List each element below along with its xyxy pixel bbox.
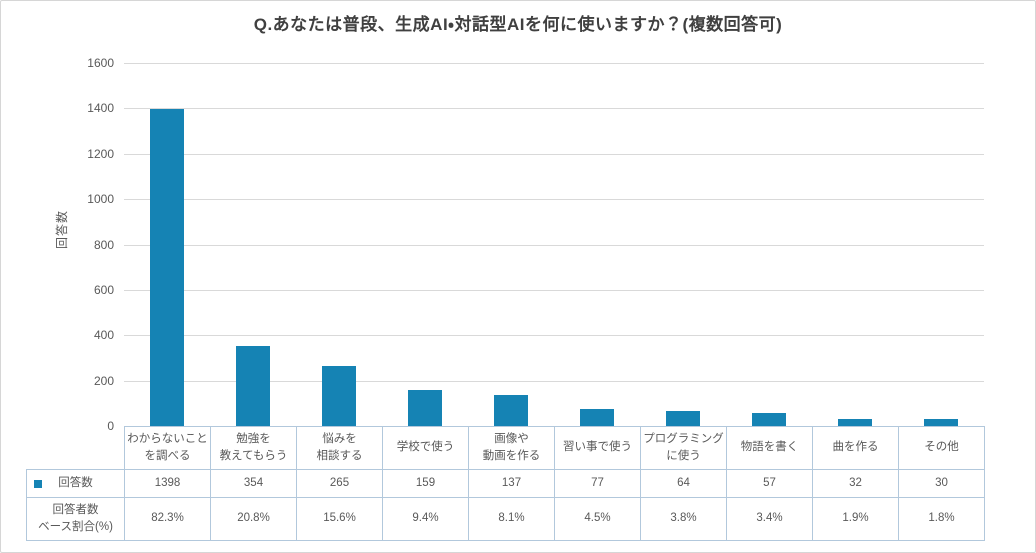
- count-row: 回答数 1398 354 265 159 137 77 64 57 32 30: [26, 469, 985, 498]
- count-cell: 1398: [124, 469, 211, 498]
- percent-cell: 1.9%: [812, 497, 899, 541]
- gridline: [124, 244, 984, 246]
- category-header-cell: 画像や 動画を作る: [468, 426, 555, 470]
- category-header-cell: プログラミング に使う: [640, 426, 727, 470]
- table-corner-cell: [27, 427, 125, 470]
- category-header-row: わからないこと を調べる 勉強を 教えてもらう 悩みを 相談する 学校で使う 画像や 動…: [27, 426, 985, 470]
- category-header-cell: 学校で使う: [382, 426, 469, 470]
- bar-6: [580, 408, 614, 426]
- y-axis-tick-label: 200: [93, 373, 114, 388]
- bar-3: [322, 365, 356, 426]
- percent-cell: 1.8%: [898, 497, 985, 541]
- gridline: [124, 153, 984, 155]
- bar-4: [408, 389, 442, 426]
- category-header-cell: 悩みを 相談する: [296, 426, 383, 470]
- y-axis-tick-label: 800: [93, 237, 114, 252]
- chart-title: Q.あなたは普段、生成AI・対話型AIを何に使いますか？(複数回答可): [253, 15, 783, 34]
- gridline: [124, 108, 984, 110]
- category-header-cell: 勉強を 教えてもらう: [210, 426, 297, 470]
- percent-cell: 82.3%: [124, 497, 211, 541]
- percent-cell: 3.4%: [726, 497, 813, 541]
- gridline: [124, 199, 984, 201]
- percent-cell: 3.8%: [640, 497, 727, 541]
- percent-row-label: 回答者数 ベース割合(%): [26, 497, 125, 541]
- percent-cell: 4.5%: [554, 497, 641, 541]
- percent-cell: 9.4%: [382, 497, 469, 541]
- legend-swatch: [34, 479, 42, 488]
- y-axis-tick-label: 0: [107, 419, 114, 433]
- bar-2: [236, 345, 270, 426]
- percent-cell: 20.8%: [210, 497, 297, 541]
- y-axis-tick-label: 1400: [87, 101, 114, 116]
- gridline: [124, 335, 984, 337]
- y-axis-tick-label: 1000: [87, 192, 114, 207]
- count-cell: 64: [640, 469, 727, 498]
- bar-7: [666, 411, 700, 426]
- gridline: [124, 289, 984, 291]
- percent-cell: 15.6%: [296, 497, 383, 541]
- table-body: わからないこと を調べる 勉強を 教えてもらう 悩みを 相談する 学校で使う 画像や 動…: [26, 426, 985, 541]
- category-header-cell: 習い事で使う: [554, 426, 641, 470]
- count-row-label-text: 回答数: [58, 476, 93, 489]
- count-cell: 137: [468, 469, 555, 498]
- y-axis-tick-label: 1600: [87, 56, 114, 70]
- bar-5: [494, 394, 528, 426]
- category-header-cell: その他: [898, 426, 985, 470]
- count-cell: 30: [898, 469, 985, 498]
- count-cell: 354: [210, 469, 297, 498]
- bar-1: [150, 108, 184, 426]
- y-axis-tick-label: 1200: [87, 146, 114, 161]
- category-header-cell: 曲を作る: [812, 426, 899, 470]
- count-cell: 265: [296, 469, 383, 498]
- bar-10: [924, 419, 958, 426]
- gridline: [124, 63, 984, 64]
- y-axis-tick-label: 600: [93, 282, 114, 297]
- category-header-cell: わからないこと を調べる: [124, 426, 211, 470]
- gridline: [124, 380, 984, 382]
- count-cell: 57: [726, 469, 813, 498]
- count-cell: 77: [554, 469, 641, 498]
- category-header-cell: 物語を書く: [726, 426, 813, 470]
- percent-cell: 8.1%: [468, 497, 555, 541]
- percent-row: 回答者数 ベース割合(%) 82.3% 20.8% 15.6% 9.4% 8.1% 4.5%…: [26, 497, 985, 541]
- y-axis-tick-label: 400: [93, 328, 114, 343]
- bar-9: [838, 418, 872, 426]
- data-table: わからないこと を調べる 勉強を 教えてもらう 悩みを 相談する 学校で使う 画像や 動…: [26, 426, 985, 541]
- plot-area: 0 200 400 600 800 1000 1200 1400 1600: [87, 56, 984, 433]
- count-row-label: 回答数: [26, 469, 125, 498]
- count-cell: 32: [812, 469, 899, 498]
- count-cell: 159: [382, 469, 469, 498]
- bar-8: [752, 413, 786, 426]
